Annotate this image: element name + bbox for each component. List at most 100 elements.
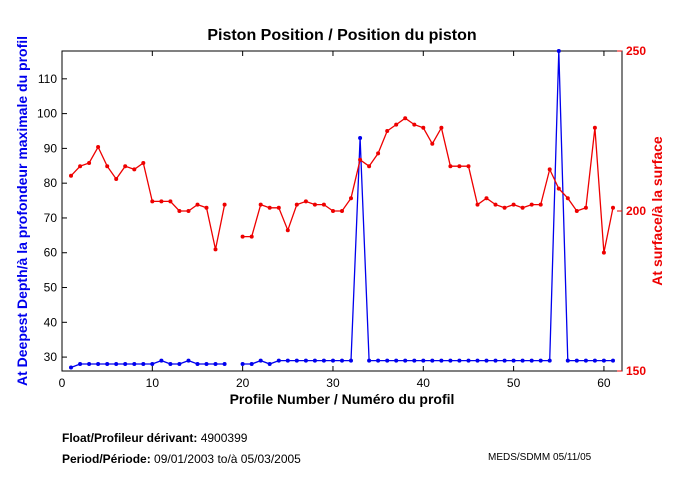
data-point-left xyxy=(303,358,308,363)
data-point-right xyxy=(331,209,335,213)
left-tick-label: 50 xyxy=(44,281,58,295)
data-point-right xyxy=(150,199,155,204)
right-axis-label: At surface/à la surface xyxy=(649,136,665,286)
data-point-right xyxy=(421,125,426,130)
data-point-left xyxy=(448,358,453,363)
left-axis-label: At Deepest Depth/à la profondeur maximal… xyxy=(14,36,30,386)
data-point-right xyxy=(285,228,290,233)
data-point-left xyxy=(583,358,588,363)
data-point-right xyxy=(511,202,516,207)
series-right xyxy=(69,116,615,255)
data-point-right xyxy=(484,196,489,201)
x-tick-label: 40 xyxy=(417,376,431,390)
data-point-right xyxy=(583,205,588,210)
data-point-left xyxy=(430,358,435,363)
data-point-left xyxy=(592,358,597,363)
right-tick-label: 250 xyxy=(626,44,646,58)
data-point-right xyxy=(403,116,408,121)
right-y-axis: 150 200 250 xyxy=(617,44,646,378)
data-point-right xyxy=(141,161,146,165)
data-point-right xyxy=(376,151,381,156)
data-point-right xyxy=(565,196,570,201)
data-point-left xyxy=(529,358,534,363)
data-point-left xyxy=(520,358,525,363)
data-point-left xyxy=(213,362,218,366)
series-left xyxy=(69,49,615,370)
data-point-left xyxy=(105,362,110,366)
data-point-right xyxy=(177,209,182,213)
float-line: Float/Profileur dérivant: 4900399 xyxy=(62,431,247,445)
data-point-right xyxy=(457,164,462,169)
data-point-left xyxy=(502,358,507,363)
data-point-left xyxy=(601,358,606,363)
data-point-right xyxy=(267,205,272,210)
credit-date: 05/11/05 xyxy=(553,452,592,463)
data-point-left xyxy=(267,362,272,366)
data-point-right xyxy=(538,202,543,207)
period-to: to/à xyxy=(217,452,238,466)
data-point-right xyxy=(303,199,308,204)
data-point-left xyxy=(222,362,227,366)
data-point-left xyxy=(493,358,498,363)
data-point-left xyxy=(349,358,353,363)
data-point-left xyxy=(87,362,92,366)
data-point-right xyxy=(312,202,317,207)
x-tick-label: 60 xyxy=(597,376,611,390)
data-point-right xyxy=(367,164,372,169)
x-axis-label: Profile Number / Numéro du profil xyxy=(230,391,455,407)
data-point-right xyxy=(547,167,552,172)
data-point-left xyxy=(556,49,561,53)
data-point-left xyxy=(538,358,543,363)
data-point-left xyxy=(186,358,191,363)
x-axis: 0 10 20 30 40 50 60 xyxy=(59,51,611,390)
right-tick-label: 150 xyxy=(626,364,646,378)
data-point-right xyxy=(556,186,561,191)
data-point-right xyxy=(349,196,353,201)
data-point-left xyxy=(611,358,615,363)
data-point-right xyxy=(213,247,218,252)
data-point-left xyxy=(376,358,381,363)
data-point-left xyxy=(177,362,182,366)
credit-line: MEDS/SDMM 05/11/05 xyxy=(488,452,591,463)
data-point-left xyxy=(312,358,317,363)
data-point-left xyxy=(358,136,363,140)
data-point-left xyxy=(78,362,83,366)
left-tick-label: 40 xyxy=(44,315,58,329)
left-tick-label: 100 xyxy=(37,107,57,121)
left-tick-label: 30 xyxy=(44,350,58,364)
data-point-left xyxy=(574,358,579,363)
data-point-left xyxy=(394,358,399,363)
data-point-left xyxy=(340,358,344,363)
data-point-right xyxy=(358,157,363,162)
data-point-left xyxy=(331,358,335,363)
data-point-right xyxy=(114,177,119,181)
data-point-left xyxy=(439,358,444,363)
data-point-right xyxy=(204,205,209,210)
float-id: 4900399 xyxy=(200,431,248,445)
data-point-left xyxy=(258,358,263,363)
data-point-left xyxy=(240,362,245,366)
data-point-left xyxy=(276,358,281,363)
x-tick-label: 10 xyxy=(146,376,160,390)
data-point-right xyxy=(276,205,281,210)
left-tick-label: 110 xyxy=(38,72,57,86)
data-point-left xyxy=(168,362,173,366)
data-point-left xyxy=(457,358,462,363)
data-point-right xyxy=(132,167,137,172)
data-point-right xyxy=(87,161,92,165)
data-point-right xyxy=(385,129,390,133)
data-point-left xyxy=(511,358,516,363)
data-point-left xyxy=(403,358,408,363)
data-point-left xyxy=(141,362,146,366)
data-point-right xyxy=(321,202,326,207)
data-point-left xyxy=(195,362,200,366)
data-point-right xyxy=(592,125,597,130)
data-point-right xyxy=(430,141,435,146)
left-tick-label: 80 xyxy=(44,176,58,190)
x-tick-label: 20 xyxy=(236,376,250,390)
x-tick-label: 0 xyxy=(59,376,66,390)
data-point-left xyxy=(565,358,570,363)
data-point-right xyxy=(195,202,200,207)
data-point-left xyxy=(547,358,552,363)
data-point-left xyxy=(294,358,299,363)
